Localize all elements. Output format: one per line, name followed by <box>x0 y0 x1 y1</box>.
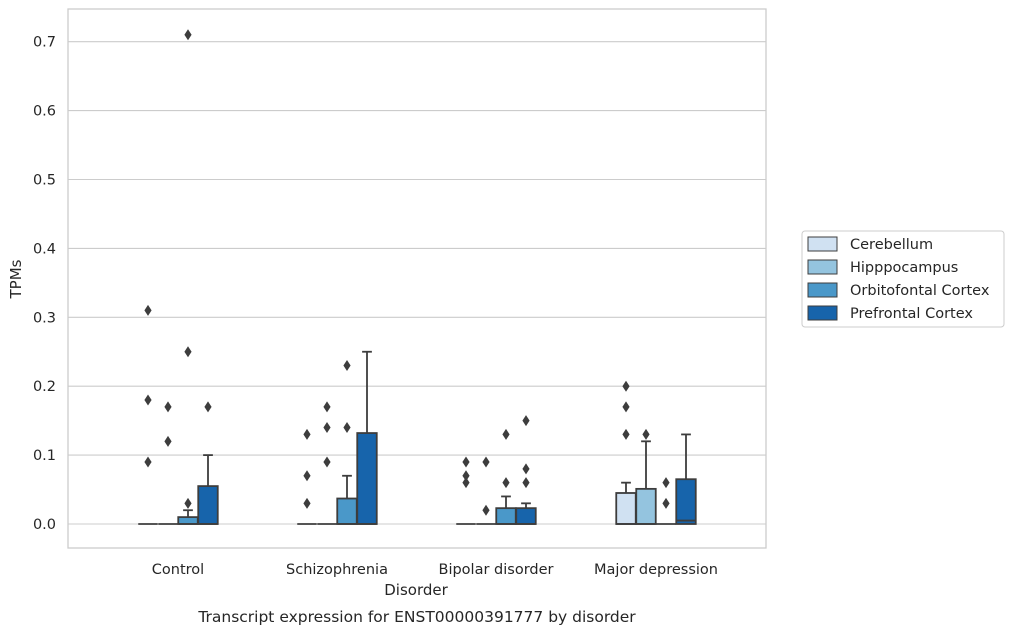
x-tick-label: Bipolar disorder <box>439 562 554 578</box>
outlier-point <box>462 456 470 468</box>
outlier-point <box>522 463 530 475</box>
legend-label: Orbitofontal Cortex <box>850 283 990 299</box>
legend-label: Cerebellum <box>850 237 933 253</box>
box-body <box>675 478 697 525</box>
legend-label: Prefrontal Cortex <box>850 306 973 322</box>
y-tick-label: 0.6 <box>33 104 56 120</box>
outlier-point <box>502 428 510 440</box>
box-group <box>656 477 676 525</box>
outlier-point <box>482 456 490 468</box>
x-tick-label: Control <box>152 562 204 578</box>
outlier-point <box>303 428 311 440</box>
outlier-point <box>184 29 192 41</box>
outlier-point <box>343 360 351 372</box>
outlier-point <box>164 401 172 413</box>
box-body <box>495 507 517 525</box>
y-tick-label: 0.2 <box>33 379 56 395</box>
outlier-point <box>622 380 630 392</box>
box-group <box>615 380 637 525</box>
outlier-point <box>462 477 470 489</box>
y-tick-label: 0.4 <box>33 241 56 257</box>
x-axis-label: Disorder <box>384 581 448 599</box>
outlier-point <box>303 497 311 509</box>
outlier-point <box>642 428 650 440</box>
legend-swatch <box>807 282 838 298</box>
box-body <box>615 492 637 525</box>
outlier-point <box>482 504 490 516</box>
y-tick-label: 0.7 <box>33 35 56 51</box>
box-body <box>635 487 657 525</box>
outlier-point <box>323 401 331 413</box>
box-body <box>515 507 537 525</box>
outlier-point <box>522 477 530 489</box>
outlier-point <box>323 456 331 468</box>
outlier-point <box>303 470 311 482</box>
y-axis-ticks: 0.0 0.1 0.2 0.3 0.4 0.5 0.6 0.7 <box>33 35 56 533</box>
y-tick-label: 0.1 <box>33 448 56 464</box>
box-group <box>476 456 496 525</box>
outlier-point <box>164 435 172 447</box>
y-axis-label: TPMs <box>7 259 25 299</box>
box-group <box>356 350 378 525</box>
box-group <box>177 29 199 525</box>
outlier-point <box>144 456 152 468</box>
outlier-point <box>662 477 670 489</box>
box-body <box>336 497 358 525</box>
x-axis-ticks: Control Schizophrenia Bipolar disorder Majo… <box>152 562 718 578</box>
legend-swatch <box>807 259 838 275</box>
y-tick-label: 0.3 <box>33 310 56 326</box>
outlier-point <box>184 497 192 509</box>
box-group <box>635 428 657 525</box>
plot-frame <box>67 8 767 549</box>
box-body <box>356 432 378 525</box>
box-group <box>515 415 537 525</box>
box-group <box>456 456 476 525</box>
outlier-point <box>502 477 510 489</box>
box-body <box>197 485 219 525</box>
box-group <box>158 401 178 525</box>
legend-label: Hipppocampus <box>850 260 958 276</box>
outlier-point <box>144 304 152 316</box>
box-group <box>336 360 358 525</box>
x-tick-label: Major depression <box>594 562 718 578</box>
outlier-point <box>622 401 630 413</box>
box-group <box>317 401 337 525</box>
chart-caption: Transcript expression for ENST0000039177… <box>197 608 636 626</box>
y-tick-label: 0.5 <box>33 173 56 189</box>
box-group <box>495 428 517 525</box>
outlier-point <box>204 401 212 413</box>
box-group <box>675 433 697 525</box>
box-group <box>297 428 317 525</box>
outlier-point <box>462 470 470 482</box>
outlier-point <box>662 497 670 509</box>
legend-swatch <box>807 305 838 321</box>
outlier-point <box>184 346 192 358</box>
legend-swatch <box>807 236 838 252</box>
outlier-point <box>323 422 331 434</box>
legend: Cerebellum Hipppocampus Orbitofontal Corte… <box>801 230 1005 328</box>
box-body <box>177 516 199 525</box>
outlier-point <box>343 422 351 434</box>
y-tick-label: 0.0 <box>33 517 56 533</box>
box-group <box>197 401 219 525</box>
legend-frame <box>801 230 1005 328</box>
outlier-point <box>144 394 152 406</box>
box-group <box>138 304 158 525</box>
outlier-point <box>522 415 530 427</box>
x-tick-label: Schizophrenia <box>286 562 388 578</box>
outlier-point <box>622 428 630 440</box>
plot-area <box>138 29 697 525</box>
